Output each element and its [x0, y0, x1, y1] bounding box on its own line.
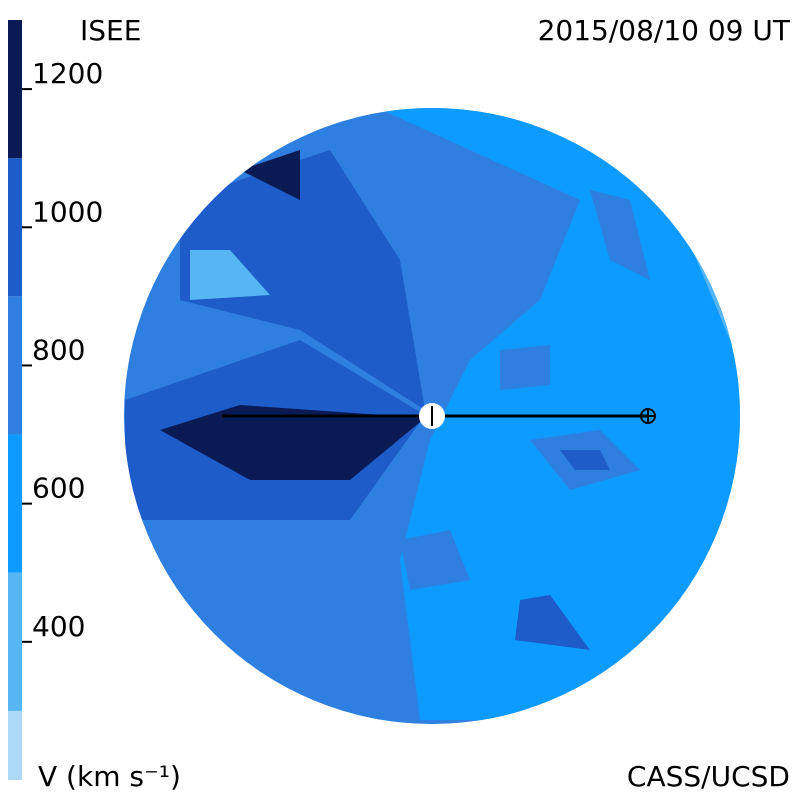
- colorbar-tick-label: 400: [32, 610, 85, 643]
- date-label: 2015/08/10 09 UT: [538, 14, 791, 47]
- colorbar-band: [8, 434, 22, 573]
- credit-label: CASS/UCSD: [627, 760, 790, 793]
- colorbar-band: [8, 158, 22, 297]
- colorbar-band: [8, 20, 22, 159]
- colorbar-band: [8, 572, 22, 711]
- contour: [190, 250, 270, 300]
- contour: [500, 345, 550, 390]
- contour: [560, 450, 610, 470]
- colorbar-tick-label: 1200: [32, 57, 103, 90]
- colorbar-band: [8, 296, 22, 435]
- contour: [160, 405, 425, 480]
- colorbar-tick-label: 1000: [32, 195, 103, 228]
- contour: [400, 530, 470, 590]
- unit-label: V (km s⁻¹): [38, 760, 181, 793]
- contour: [515, 595, 590, 650]
- colorbar-tick-label: 800: [32, 333, 85, 366]
- contour: [240, 150, 300, 200]
- model-label: ISEE: [80, 14, 141, 47]
- contour: [590, 190, 650, 280]
- colorbar-tick-label: 600: [32, 472, 85, 505]
- colorbar-band: [8, 710, 22, 780]
- contour: [180, 150, 425, 410]
